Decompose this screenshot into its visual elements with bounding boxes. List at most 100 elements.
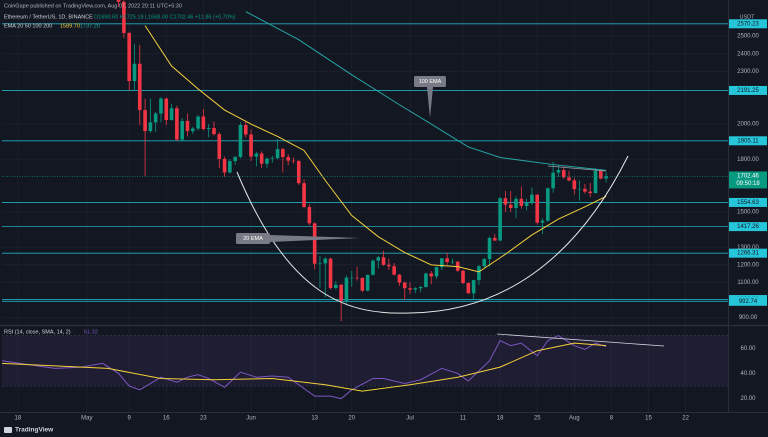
- candle-body: [164, 98, 169, 121]
- callout-pointer: [270, 235, 360, 242]
- candle-body: [312, 223, 317, 264]
- level-tag: [729, 19, 767, 29]
- candle-body: [169, 108, 174, 121]
- x-tick-label: 23: [200, 416, 207, 422]
- candle-body: [175, 108, 179, 140]
- candle-body: [599, 170, 603, 179]
- candle-body: [265, 158, 269, 164]
- series-line: [144, 25, 607, 273]
- y-tick-label: 2400.00: [737, 51, 759, 57]
- candle-body: [286, 156, 290, 161]
- candle-body: [572, 180, 577, 190]
- x-tick-label: 11: [460, 416, 467, 422]
- candle-body: [445, 258, 449, 263]
- x-tick-label: 22: [682, 416, 689, 422]
- candle-body: [137, 63, 142, 111]
- candle-body: [217, 134, 222, 159]
- level-label: 1417.26: [737, 224, 759, 230]
- x-tick-label: May: [81, 416, 92, 422]
- axes: 18 May 9 16 23 Jun 13 20 Jul 11 18 25 Aug 8 15 22 900.00…: [15, 19, 767, 422]
- candle-body: [127, 32, 131, 82]
- x-tick-label: 9: [128, 416, 132, 422]
- candle-body: [296, 161, 301, 184]
- x-tick-label: 18: [15, 416, 22, 422]
- candle-body: [461, 270, 465, 283]
- candle-body: [243, 124, 248, 135]
- plot: [1, 0, 728, 400]
- candle-body: [577, 188, 582, 190]
- candle-body: [143, 110, 147, 132]
- candle-body: [508, 204, 513, 209]
- candle-body: [222, 158, 227, 173]
- candle-body: [233, 156, 237, 162]
- candle-body: [556, 170, 561, 173]
- candle-body: [408, 288, 412, 290]
- candle-body: [371, 260, 375, 275]
- y-tick-label: 1100.00: [737, 280, 759, 286]
- candle-body: [201, 116, 206, 130]
- annotation: 20 EMA: [243, 236, 263, 242]
- candle-body: [153, 113, 158, 123]
- callout-box: [236, 233, 270, 244]
- candle-body: [397, 274, 402, 283]
- candle-body: [360, 278, 365, 291]
- candle-body: [339, 284, 343, 301]
- candle-body: [567, 177, 571, 181]
- candle-body: [291, 160, 296, 162]
- level-label: 992.74: [739, 299, 758, 305]
- x-tick-label: 13: [311, 416, 318, 422]
- currency: USDT: [740, 14, 756, 20]
- x-tick-label: 8: [610, 416, 614, 422]
- y-tick-label: 900.00: [739, 315, 758, 321]
- candle-body: [196, 116, 200, 129]
- callout-box: [414, 76, 446, 87]
- candle-body: [546, 188, 550, 221]
- x-tick-label: 15: [645, 416, 652, 422]
- last-price-label: 1702.46: [737, 174, 759, 180]
- indicator-value: 1737.20: [80, 23, 100, 29]
- logo: [4, 427, 12, 433]
- candle-body: [180, 120, 184, 140]
- series-line: [245, 11, 607, 171]
- ohlc-legend: O1690.60 H1725.18 L1668.00 C1702.46 +11.…: [94, 14, 236, 20]
- candle-body: [498, 198, 502, 241]
- candle-body: [392, 266, 396, 275]
- header: CoinGape published on TradingView.com, A…: [4, 3, 182, 9]
- candle-body: [418, 286, 423, 289]
- candle-body: [604, 176, 608, 179]
- level-tag: [729, 222, 767, 232]
- rsi-band: [2, 335, 728, 387]
- y-tick-label: 2500.00: [737, 34, 759, 40]
- candle-body: [376, 257, 381, 261]
- candle-body: [429, 273, 434, 277]
- candle-body: [434, 267, 439, 277]
- rsi-title: RSI (14, close, SMA, 14, 2): [4, 329, 71, 335]
- candle-body: [487, 237, 492, 260]
- candle-body: [249, 134, 253, 157]
- x-tick-label: 16: [163, 416, 170, 422]
- candle-body: [254, 153, 259, 157]
- x-tick-label: 18: [497, 416, 504, 422]
- level-label: 1905.11: [737, 138, 759, 144]
- candle-body: [307, 206, 312, 224]
- candle-body: [387, 264, 391, 267]
- candle-body: [413, 288, 418, 290]
- candle-body: [402, 282, 407, 289]
- y-tick-label: 1800.00: [737, 157, 759, 163]
- y-tick-label: 20.00: [740, 396, 756, 402]
- level-tag: [729, 296, 767, 306]
- y-tick-label: 1200.00: [737, 262, 759, 268]
- candle-body: [466, 282, 471, 294]
- candle-body: [132, 63, 137, 82]
- x-tick-label: 20: [348, 416, 355, 422]
- candle-body: [281, 149, 285, 157]
- candle-body: [148, 122, 153, 132]
- candle-body: [583, 188, 587, 192]
- candle-body: [328, 258, 333, 289]
- candle-body: [275, 149, 280, 159]
- candle-body: [116, 0, 121, 2]
- candle-body: [493, 237, 497, 241]
- candle-body: [190, 128, 195, 132]
